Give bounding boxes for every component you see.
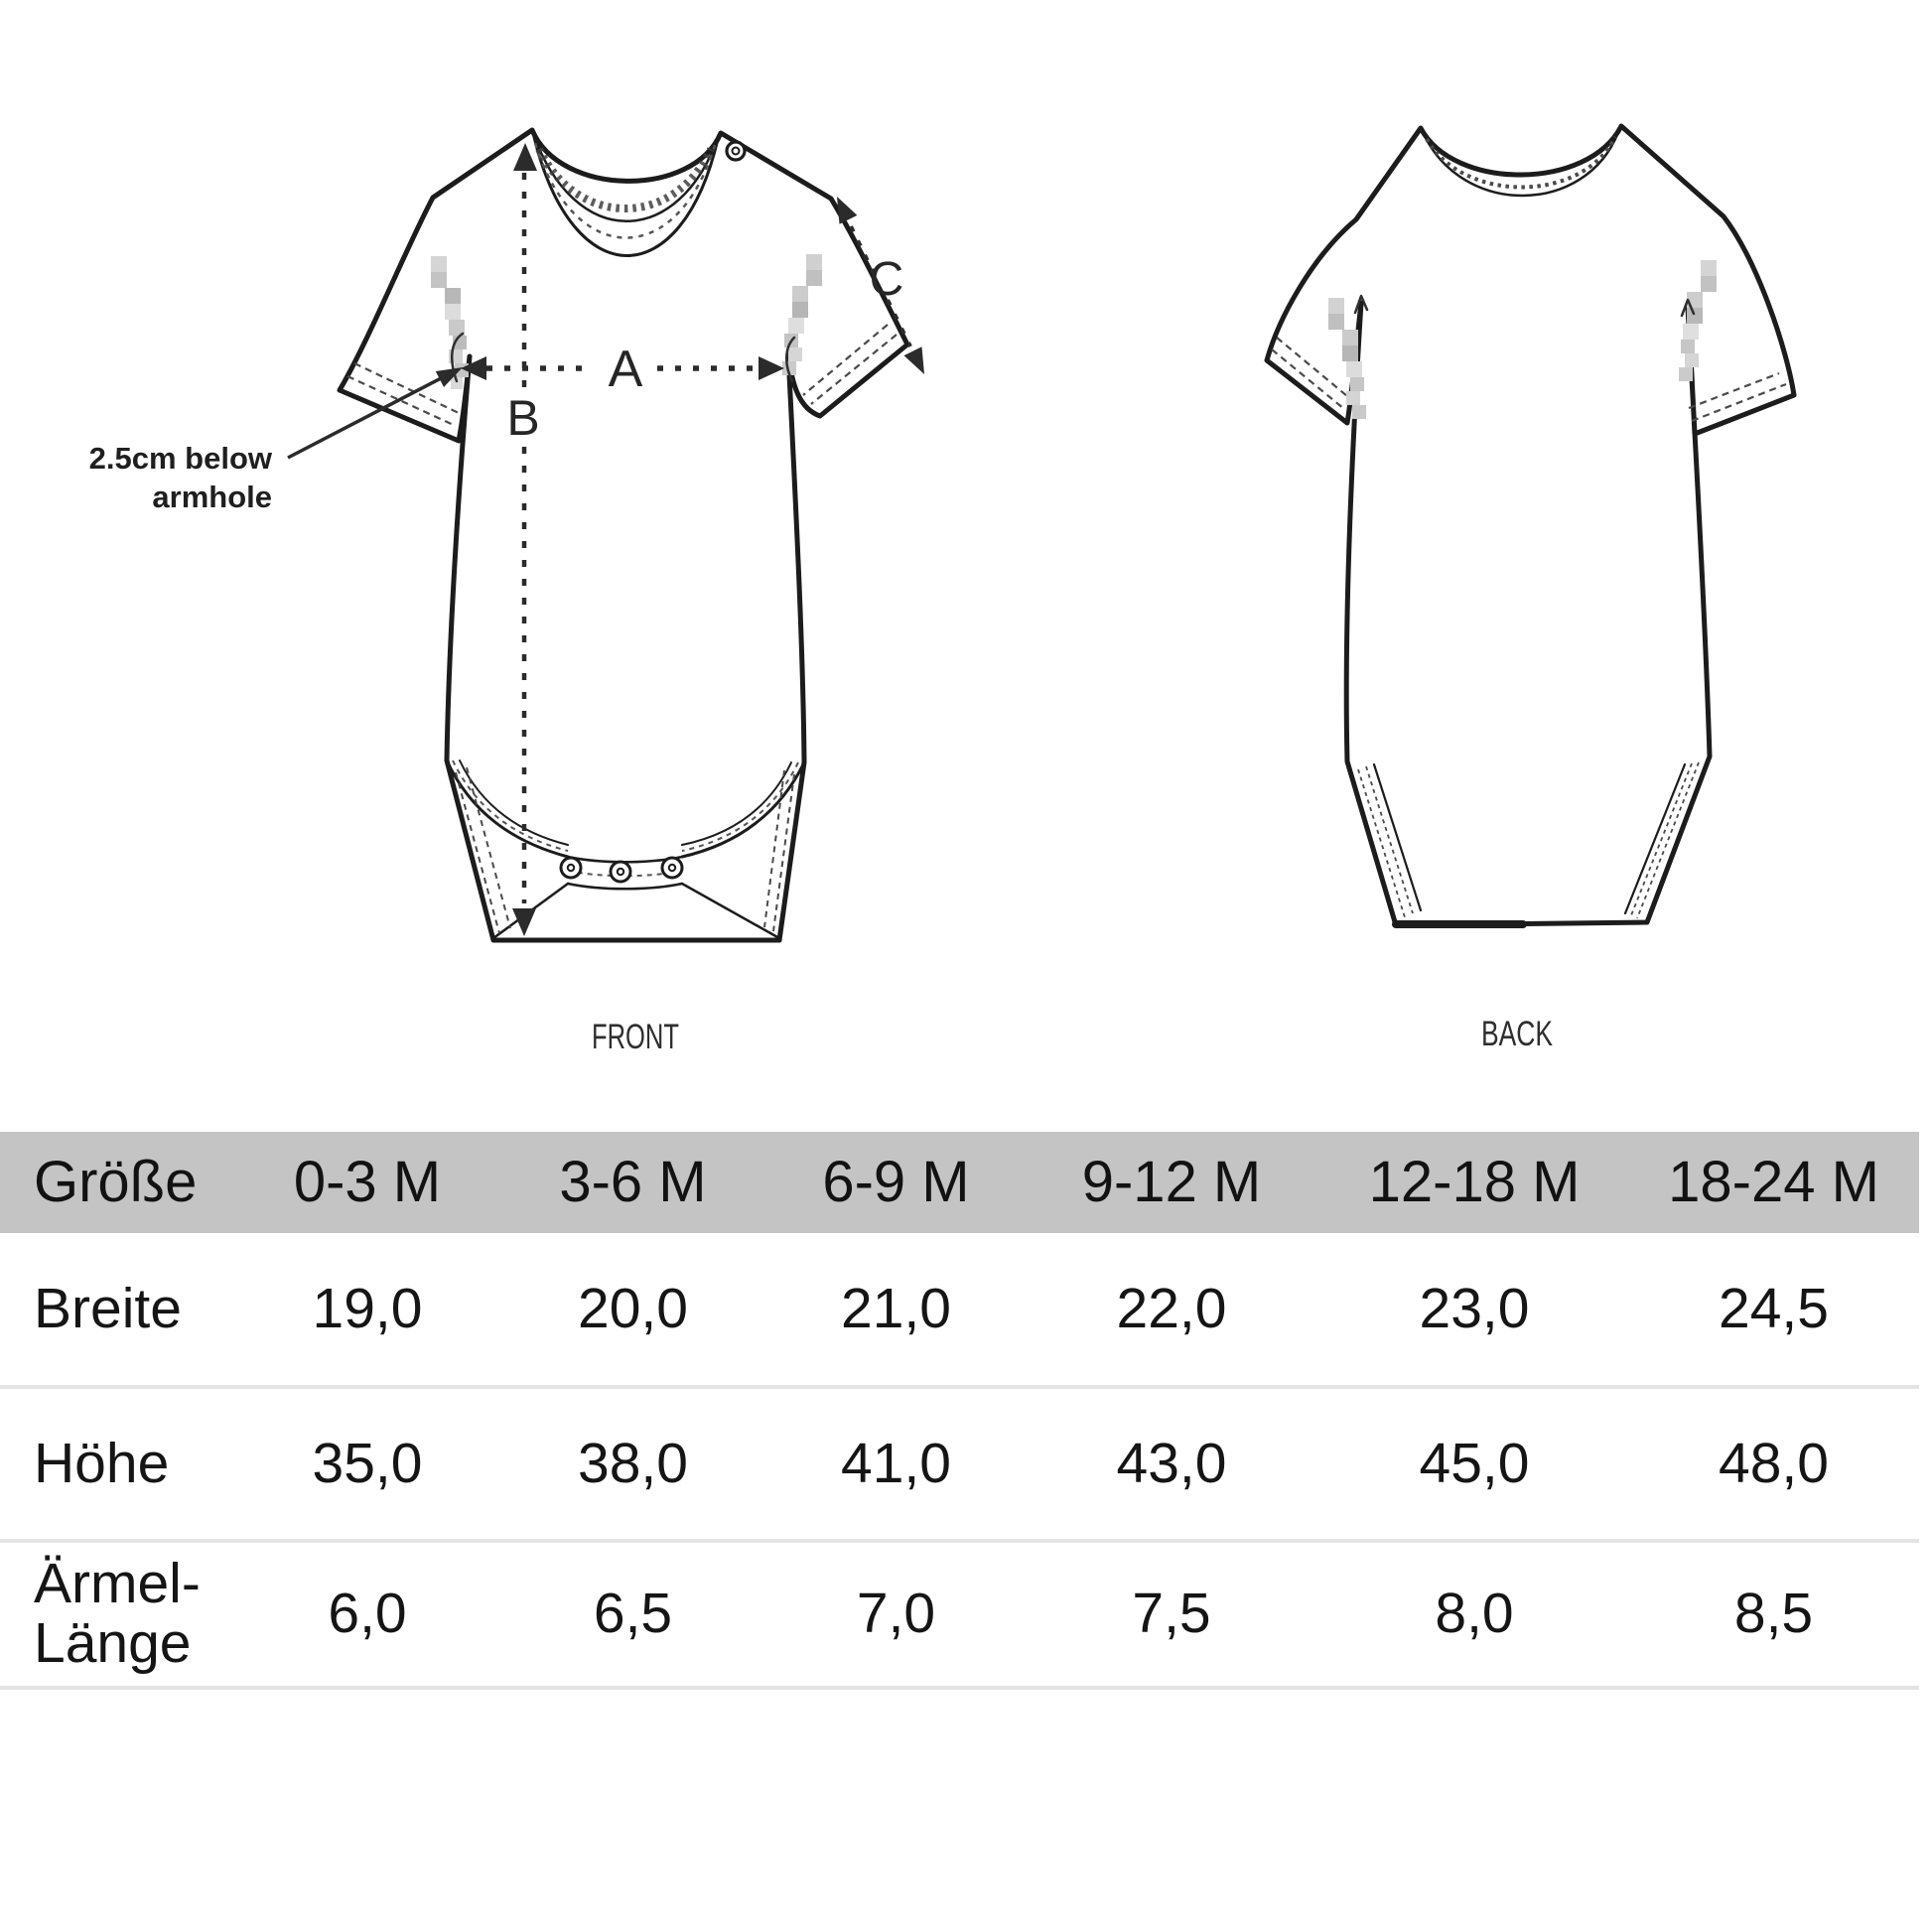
value-cell: 45,0 <box>1419 1431 1530 1495</box>
front-right-armpit-curl <box>785 336 796 383</box>
header-cell-12-18m: 12-18 M <box>1368 1149 1581 1214</box>
dimension-line-c <box>837 197 924 374</box>
back-right-pixelated-logo <box>1679 260 1717 381</box>
back-cuff-stitches <box>1271 337 1787 423</box>
arrowhead-c-top <box>837 197 858 224</box>
value-cell: 19,0 <box>312 1276 423 1340</box>
value-cell: 48,0 <box>1719 1431 1829 1495</box>
value-cell: 35,0 <box>312 1431 423 1495</box>
header-cell-0-3m: 0-3 M <box>293 1149 442 1214</box>
value-cell: 41,0 <box>841 1431 951 1495</box>
front-outline <box>337 127 910 943</box>
front-collar <box>531 131 721 257</box>
value-cell: 8,0 <box>1435 1582 1514 1646</box>
armhole-note-line1: 2.5cm below <box>89 441 273 476</box>
dimension-annotations: A B C 2.5cm below armhole <box>89 143 924 936</box>
header-cell-6-9m: 6-9 M <box>822 1149 970 1214</box>
table-row-sleeve-length: Ärmel- Länge 6,0 6,5 7,0 7,5 8,0 8,5 <box>0 1541 1919 1688</box>
header-cell-18-24m: 18-24 M <box>1668 1149 1879 1214</box>
back-caption: BACK <box>1481 1015 1553 1053</box>
back-right-armpit-notch <box>1680 298 1696 318</box>
arrowhead-a-left <box>461 356 486 380</box>
value-cell: 7,5 <box>1132 1582 1211 1646</box>
header-cell-9-12m: 9-12 M <box>1081 1149 1262 1214</box>
dimension-line-b <box>512 143 537 936</box>
header-cell-size: Größe <box>34 1149 198 1214</box>
value-cell: 23,0 <box>1419 1276 1530 1340</box>
value-cell: 7,0 <box>856 1582 936 1646</box>
back-outline <box>1264 123 1797 928</box>
armhole-note-line2: armhole <box>152 480 272 514</box>
dim-c-label: C <box>870 253 904 306</box>
value-cell: 38,0 <box>578 1431 688 1495</box>
arrowhead-b-top <box>513 143 537 171</box>
back-crotch-details <box>1357 761 1700 928</box>
value-cell: 8,5 <box>1733 1582 1814 1646</box>
row-label-sleeve-length: Ärmel- Länge <box>0 1541 238 1688</box>
header-cell-3-6m: 3-6 M <box>559 1149 707 1214</box>
size-table-header-row: Größe 0-3 M 3-6 M 6-9 M 9-12 M 12-18 M 1… <box>0 1132 1919 1233</box>
arrowhead-a-right <box>759 356 784 380</box>
value-cell: 24,5 <box>1719 1276 1829 1340</box>
arrowhead-c-bottom <box>903 346 924 374</box>
table-row-height: Höhe 35,0 38,0 41,0 43,0 45,0 48,0 <box>0 1387 1919 1541</box>
row-label-height: Höhe <box>0 1387 238 1541</box>
dimension-line-a <box>461 356 784 380</box>
armhole-leader-arrow <box>287 367 463 460</box>
value-cell: 22,0 <box>1116 1276 1227 1340</box>
row-label-line: Ärmel- <box>34 1552 201 1616</box>
front-crotch-details <box>445 759 806 940</box>
back-left-armpit-notch <box>1353 294 1369 315</box>
arrowhead-b-bottom <box>512 908 536 936</box>
dim-a-label: A <box>609 341 643 398</box>
row-label-line: Höhe <box>34 1431 170 1495</box>
size-table: Größe 0-3 M 3-6 M 6-9 M 9-12 M 12-18 M 1… <box>0 1132 1919 1690</box>
value-cell: 21,0 <box>841 1276 951 1340</box>
back-collar <box>1422 130 1620 198</box>
shoulder-snap-button <box>725 140 747 162</box>
back-bodysuit-drawing <box>1264 123 1797 928</box>
front-bodysuit-drawing <box>337 127 910 943</box>
row-label-line: Länge <box>34 1611 192 1675</box>
back-left-pixelated-logo <box>1328 298 1366 419</box>
bodysuit-size-diagram: A B C 2.5cm below armhole <box>89 123 1797 1056</box>
value-cell: 6,0 <box>328 1582 407 1646</box>
front-cuff-stitches <box>346 324 897 427</box>
value-cell: 43,0 <box>1116 1431 1227 1495</box>
front-left-armpit-curl <box>450 332 465 383</box>
value-cell: 6,5 <box>593 1582 673 1646</box>
row-label-width: Breite <box>0 1233 238 1387</box>
row-label-line: Breite <box>34 1276 182 1340</box>
value-cell: 20,0 <box>578 1276 688 1340</box>
crotch-snap-buttons <box>559 856 684 884</box>
dim-b-label: B <box>506 390 539 446</box>
arrowhead-leader <box>435 367 463 387</box>
table-row-width: Breite 19,0 20,0 21,0 22,0 23,0 24,5 <box>0 1233 1919 1387</box>
front-caption: FRONT <box>592 1018 679 1056</box>
